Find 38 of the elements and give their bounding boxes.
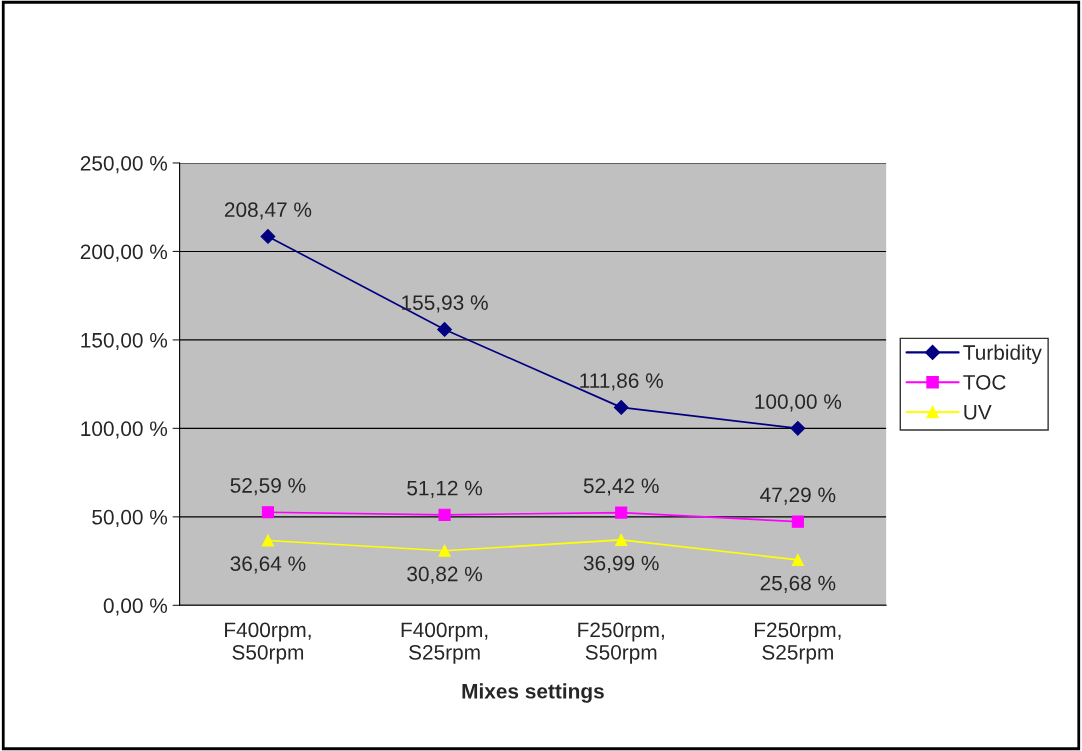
point [615,533,628,546]
y-tick-label: 150,00 % [81,332,168,351]
point [437,322,452,337]
point [791,553,804,566]
data-label: 100,00 % [755,394,842,412]
y-tick-label: 100,00 % [81,421,168,439]
point [615,506,628,519]
data-label: 36,64 % [230,556,306,574]
x-tick-label: F400rpm, S25rpm [401,622,488,664]
data-label: 155,93 % [402,295,488,313]
y-tick-label: 0,00 % [103,598,168,616]
data-label: 52,42 % [583,478,659,496]
data-label: 208,47 % [224,202,312,220]
point [438,544,451,557]
data-label: 25,68 % [760,575,836,593]
x-tick-label: F400rpm, S50rpm [225,622,311,664]
x-axis-title: Mixes settings [462,683,604,703]
point [261,534,275,547]
data-label: 51,12 % [407,480,483,498]
data-label: 111,86 % [580,373,663,391]
point [438,508,451,521]
point [260,229,276,244]
point [791,515,804,528]
point [613,399,629,415]
data-label: 30,82 % [407,566,483,584]
y-tick-label: 50,00 % [92,509,168,528]
legend-label: Turbidity [963,344,1042,365]
data-label: 36,99 % [583,555,659,573]
legend-label: TOC [963,374,1006,390]
data-label: 52,59 % [230,478,306,496]
y-tick-label: 250,00 % [80,155,168,174]
legend-label: UV [964,405,992,420]
data-label: 47,29 % [760,487,836,505]
x-tick-label: F250rpm, S25rpm [754,622,841,664]
x-tick-label: F250rpm, S50rpm [578,622,664,664]
point [261,506,275,519]
y-tick-label: 200,00 % [80,244,168,262]
point [790,420,806,436]
